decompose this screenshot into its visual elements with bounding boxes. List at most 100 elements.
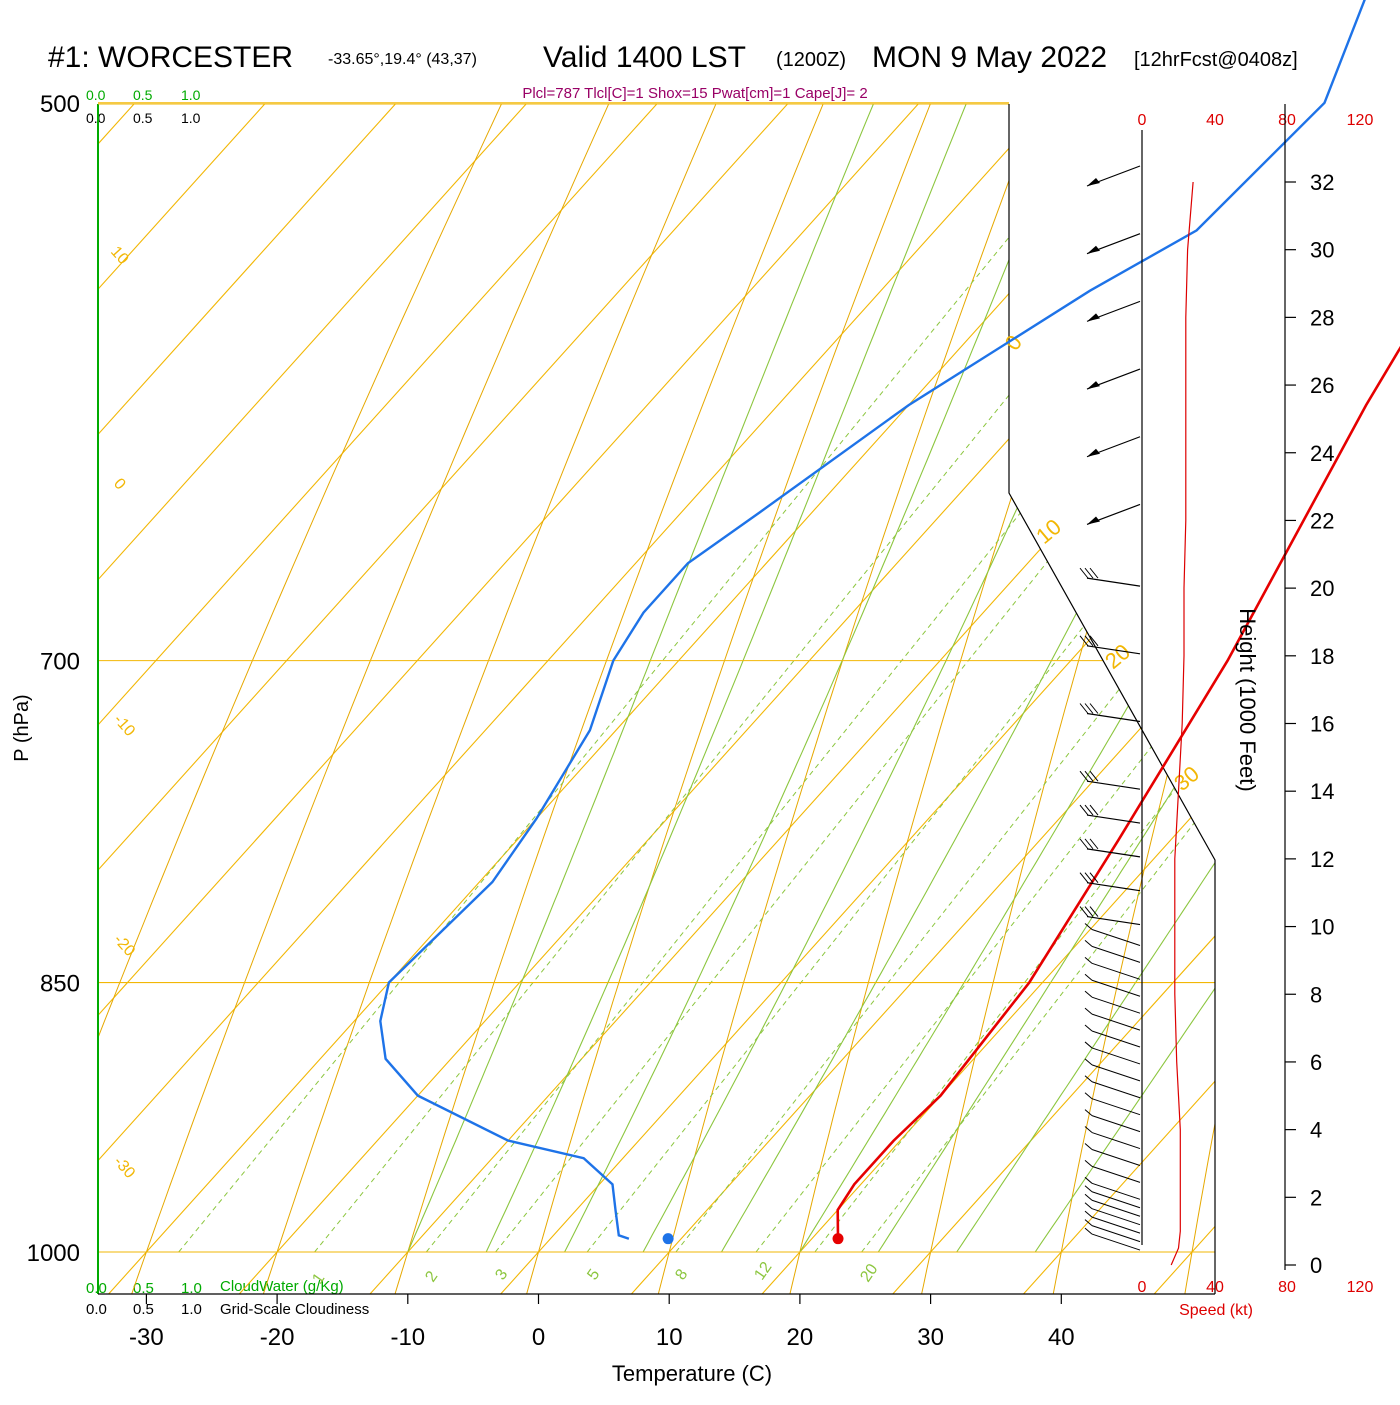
wind-barb-feather <box>1085 1110 1092 1116</box>
speed-tick-label-top: 120 <box>1347 112 1374 129</box>
title-valid: Valid 1400 LST <box>543 41 746 74</box>
y-axis-label: P (hPa) <box>11 694 33 761</box>
mixing-ratio-line <box>676 0 1400 1252</box>
wind-barb <box>1085 1160 1140 1182</box>
wind-barb-feather <box>1085 1203 1092 1209</box>
wind-barb-feather <box>1085 1177 1092 1183</box>
height-tick-label: 30 <box>1310 238 1334 263</box>
wind-barb <box>1085 940 1140 962</box>
moist-adiabat-line <box>1035 0 1400 1252</box>
wind-barb-feather <box>1085 1211 1092 1217</box>
cloud-scale-bottom-black: 0.0 0.5 1.0 Grid-Scale Cloudiness <box>86 1301 369 1318</box>
isotherm-line <box>893 104 1400 1294</box>
cloud-scale-tick: 1.0 <box>181 1301 202 1318</box>
dry-adiabat-line <box>0 0 1124 1380</box>
wind-barb-staff <box>1092 1133 1140 1149</box>
wind-barbs <box>1080 166 1140 1250</box>
wind-barb-staff <box>1092 1116 1140 1132</box>
surface-dewpoint-marker <box>663 1233 674 1244</box>
cloud-scale-tick: 0.0 <box>86 1301 107 1318</box>
wind-barb-feather <box>1085 1186 1092 1192</box>
moist-adiabat-line <box>486 0 1400 1252</box>
isotherm-line <box>0 104 788 1294</box>
isotherm-line <box>109 104 1180 1294</box>
wind-barb-staff <box>1092 946 1140 962</box>
height-tick-label: 32 <box>1310 170 1334 195</box>
indices-line: Plcl=787 Tlcl[C]=1 Shox=15 Pwat[cm]=1 Ca… <box>522 85 867 102</box>
wind-barb <box>1087 369 1140 389</box>
cloudiness-label: Grid-Scale Cloudiness <box>220 1301 369 1318</box>
height-tick-label: 26 <box>1310 373 1334 398</box>
isotherm-line <box>0 104 395 1294</box>
wind-barb-staff <box>1092 1200 1140 1216</box>
wind-barb <box>1087 166 1140 186</box>
cloud-scale-tick: 1.0 <box>181 87 201 103</box>
height-tick-label: 0 <box>1310 1253 1322 1278</box>
isotherm-label: -10 <box>110 711 138 740</box>
cloud-scale-tick: 0.0 <box>86 110 106 126</box>
wind-barb-feather <box>1085 1143 1092 1149</box>
wind-barb-staff <box>1087 781 1140 789</box>
mixing-ratio-label: 8 <box>672 1266 691 1283</box>
temperature-tick-label: 30 <box>917 1324 944 1351</box>
wind-barb <box>1085 1042 1140 1064</box>
wind-barb-staff <box>1092 997 1140 1013</box>
height-tick-label: 6 <box>1310 1050 1322 1075</box>
mixing-ratio-line <box>496 0 1400 1252</box>
cloud-scale-top-black: 0.0 0.5 1.0 <box>86 110 201 126</box>
moist-adiabat-line <box>565 0 1400 1252</box>
wind-barb-staff <box>1092 1234 1140 1250</box>
height-tick-label: 20 <box>1310 576 1334 601</box>
wind-barb-feather <box>1085 991 1092 997</box>
height-tick-label: 4 <box>1310 1118 1322 1143</box>
wind-barb <box>1085 1008 1140 1030</box>
pressure-tick-label: 700 <box>40 649 80 676</box>
wind-barb-staff <box>1087 578 1140 586</box>
speed-axis-label: Speed (kt) <box>1179 1302 1253 1319</box>
wind-barb-feather <box>1085 974 1092 980</box>
isotherm-label: 0 <box>110 475 129 493</box>
height-tick-label: 8 <box>1310 982 1322 1007</box>
isotherm-line <box>0 104 1049 1294</box>
wind-barb-staff <box>1092 1014 1140 1030</box>
isotherm-line <box>1024 104 1400 1294</box>
height-tick-label: 18 <box>1310 644 1334 669</box>
wind-barb-staff <box>1092 1082 1140 1098</box>
title-date: MON 9 May 2022 <box>872 41 1107 74</box>
cloud-scale-tick: 0.0 <box>86 87 106 103</box>
wind-barb <box>1080 568 1140 586</box>
temperature-tick-label: -30 <box>129 1324 164 1351</box>
isobar-lines <box>98 0 1215 1252</box>
wind-barb-flag <box>1087 381 1100 389</box>
mixing-ratio-label: 2 <box>422 1268 441 1285</box>
wind-barb-staff <box>1092 1192 1140 1208</box>
mixing-ratio-label: 5 <box>584 1266 603 1283</box>
height-axis-label: Height (1000 Feet) <box>1235 608 1260 791</box>
temperature-tick-label: 0 <box>532 1324 545 1351</box>
pressure-tick-label: 850 <box>40 971 80 998</box>
height-tick-label: 28 <box>1310 305 1334 330</box>
cloud-scale-tick: 0.5 <box>133 87 153 103</box>
wind-barb <box>1085 991 1140 1013</box>
wind-barb <box>1087 437 1140 457</box>
speed-tick-label-top: 0 <box>1138 112 1147 129</box>
wind-barb <box>1087 504 1140 524</box>
isotherm-label: -30 <box>110 1153 138 1182</box>
cloud-scale-tick: 0.5 <box>133 110 153 126</box>
wind-barb-flag <box>1087 516 1100 524</box>
speed-tick-label-top: 80 <box>1278 112 1296 129</box>
wind-barb-staff <box>1092 963 1140 979</box>
mixing-ratio-label: 3 <box>492 1266 511 1283</box>
title-coords: -33.65°,19.4° (43,37) <box>328 51 477 68</box>
wind-barb-feather <box>1085 1008 1092 1014</box>
speed-tick-label-bottom: 80 <box>1278 1279 1296 1296</box>
height-tick-label: 10 <box>1310 915 1334 940</box>
isotherm-line <box>239 104 1310 1294</box>
wind-barb <box>1080 704 1140 722</box>
isotherm-label: -20 <box>110 931 138 960</box>
temperature-tick-label: 20 <box>787 1324 814 1351</box>
height-tick-label: 14 <box>1310 779 1334 804</box>
wind-barb <box>1085 957 1140 979</box>
